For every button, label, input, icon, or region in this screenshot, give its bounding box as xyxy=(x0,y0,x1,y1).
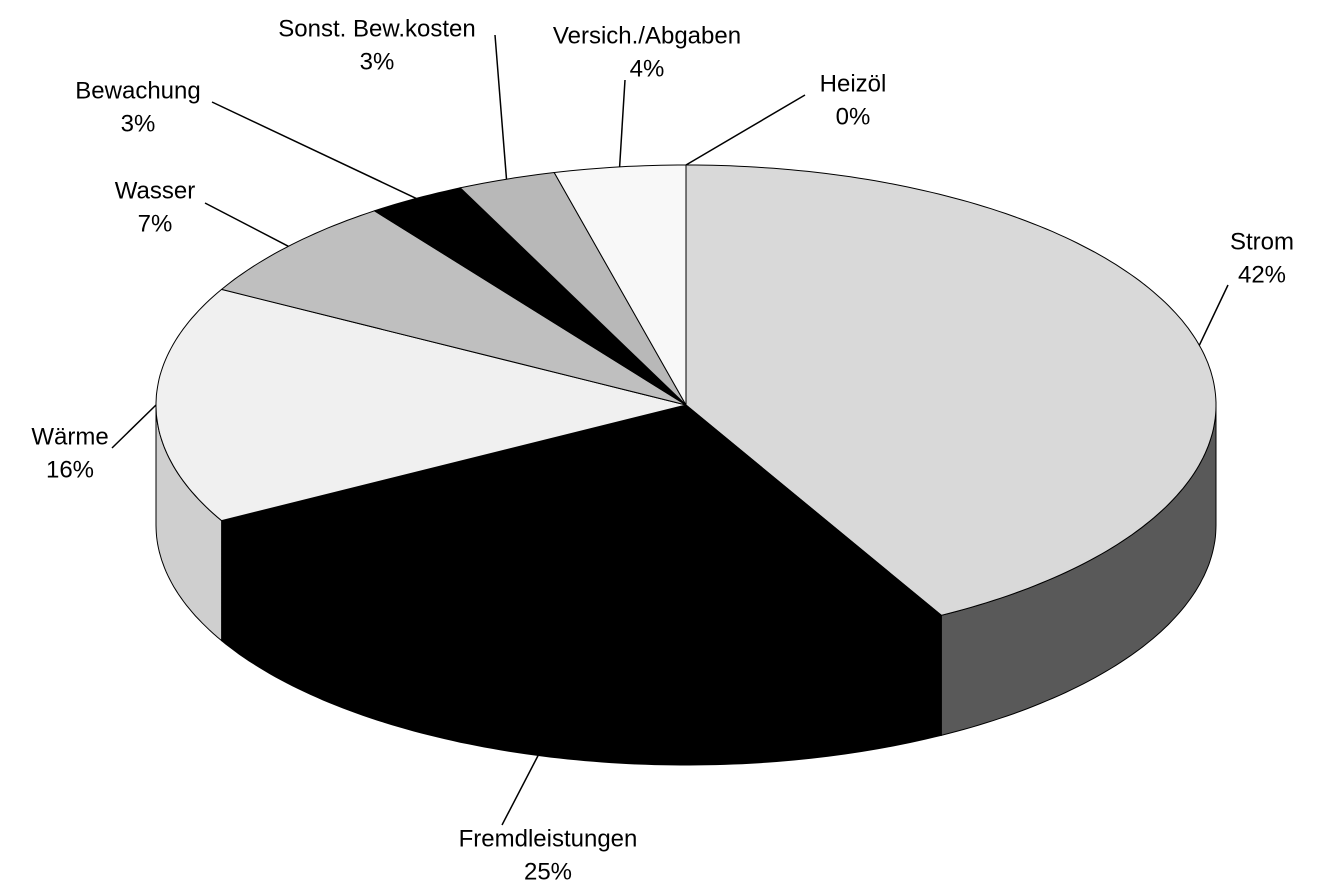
slice-value-label: 42% xyxy=(1238,261,1286,288)
slice-value-label: 4% xyxy=(630,55,665,82)
leader-line xyxy=(501,755,539,826)
slice xyxy=(220,404,943,646)
slice-label: Wärme xyxy=(31,423,108,450)
slice-label: Wasser xyxy=(115,177,195,204)
leader-line xyxy=(1198,284,1229,346)
slice-label: Bewachung xyxy=(75,77,200,104)
leader-line xyxy=(204,202,289,247)
slice-value-label: 3% xyxy=(121,110,156,137)
slice-value-label: 25% xyxy=(524,858,572,885)
slice-value-label: 7% xyxy=(138,210,173,237)
slice-value-label: 16% xyxy=(46,456,94,483)
slice-label: Heizöl xyxy=(820,70,887,97)
slice-label: Versich./Abgaben xyxy=(553,22,741,49)
slice-value-label: 0% xyxy=(836,103,871,130)
slice-label: Fremdleistungen xyxy=(459,825,638,852)
leader-line xyxy=(111,404,157,449)
slice-label: Sonst. Bew.kosten xyxy=(278,15,475,42)
slice xyxy=(220,210,687,406)
slice-label: Strom xyxy=(1230,228,1294,255)
leader-line xyxy=(685,94,806,166)
slice-value-label: 3% xyxy=(360,48,395,75)
leader-line xyxy=(211,101,417,200)
leader-line xyxy=(618,79,626,167)
leader-line xyxy=(494,34,508,180)
